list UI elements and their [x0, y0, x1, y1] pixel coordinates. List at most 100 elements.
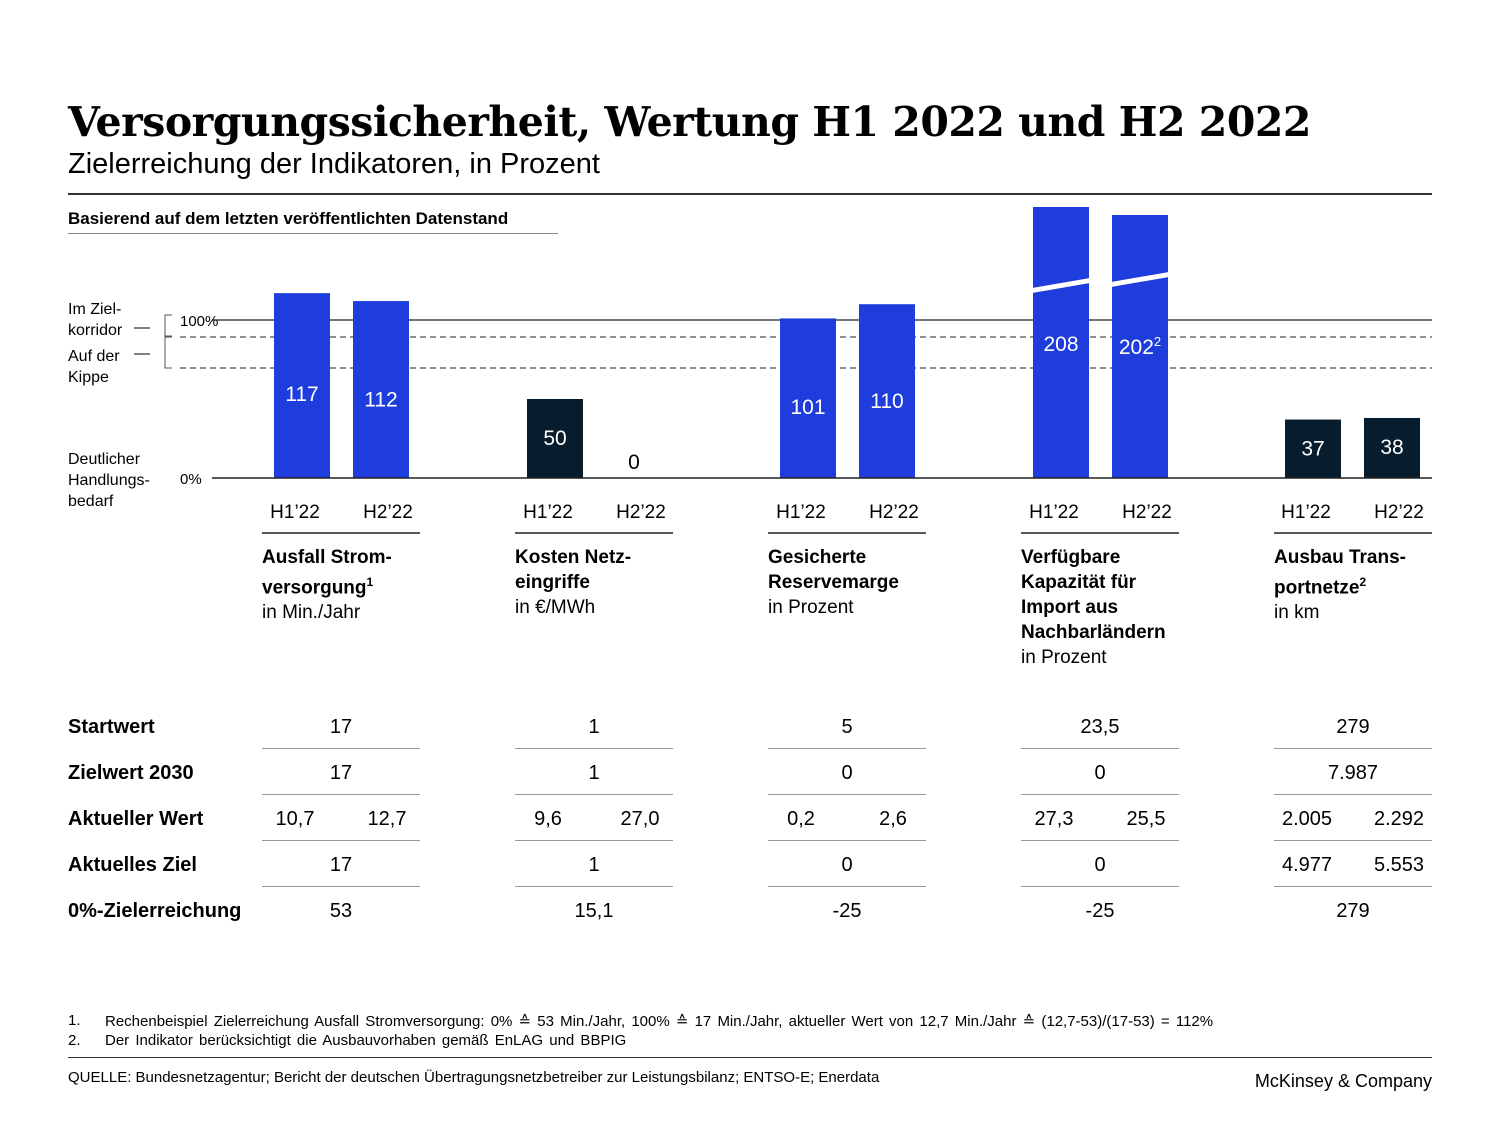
header-divider [68, 193, 1432, 195]
zone-label-line: korridor [68, 322, 123, 339]
indicator-name-line: Import aus [1021, 597, 1119, 618]
table-cell: 2,6 [879, 808, 907, 830]
table-cell: 9,6 [534, 808, 562, 830]
indicator-unit: in Prozent [768, 597, 854, 618]
indicator-heading: Verfügbare Kapazität für Import aus Nachbar… [1021, 545, 1166, 670]
table-row-divider [262, 886, 420, 887]
zone-label-line: Handlungs- [68, 472, 150, 489]
axis-break-mark [1111, 272, 1169, 287]
indicator-heading: Gesicherte Reservemarge in Prozent [768, 545, 899, 620]
indicator-name-line: Ausbau Trans- [1274, 547, 1406, 568]
indicator-name-line: Reservemarge [768, 572, 899, 593]
bar [780, 318, 836, 478]
bar-value-label: 208 [1043, 333, 1078, 356]
indicator-name-line: portnetze2 [1274, 575, 1367, 599]
table-cell: 53 [329, 900, 353, 922]
table-cell: 2.292 [1373, 808, 1425, 830]
table-row-divider [1021, 748, 1179, 749]
table-row-divider [768, 886, 926, 887]
table-row-divider [768, 840, 926, 841]
bracket-target-corridor [164, 314, 172, 337]
bar [274, 293, 330, 478]
zone-label-line: bedarf [68, 493, 114, 510]
indicator-name-line: Verfügbare [1021, 547, 1121, 568]
bar-value-label: 101 [790, 396, 825, 419]
table-row-divider [1021, 794, 1179, 795]
indicator-name-line: Nachbarländern [1021, 622, 1166, 643]
zone-markers [134, 314, 172, 369]
source-note: QUELLE: Bundesnetzagentur; Bericht der d… [68, 1069, 880, 1086]
table-cell: 10,7 [275, 808, 315, 830]
table-cell: 17 [329, 716, 353, 738]
table-row-divider [1274, 794, 1432, 795]
zone-label-line: Deutlicher [68, 451, 141, 468]
table-row-divider [262, 794, 420, 795]
y-tick-100: 100% [180, 313, 218, 330]
zone-label-line: Kippe [68, 369, 109, 386]
table-row-label: Zielwert 2030 [68, 762, 194, 784]
x-tick-label: H1’22 [1029, 502, 1079, 523]
table-row-divider [262, 840, 420, 841]
indicator-heading: Ausfall Strom-versorgung1 in Min./Jahr [262, 545, 392, 625]
table-row-divider [515, 748, 673, 749]
x-tick-label: H2’22 [616, 502, 666, 523]
bar [1285, 419, 1341, 478]
table-cell: 5.553 [1373, 854, 1425, 876]
indicator-name-line: Kapazität für [1021, 572, 1137, 593]
x-axis-labels: H1’22 H2’22 H1’22 H2’22 H1’22 H2’22 H1’22 H2’22… [270, 502, 1424, 523]
table-cell: 25,5 [1126, 808, 1166, 830]
indicator-name-line: Ausfall Strom- [262, 547, 392, 568]
bar [1112, 215, 1168, 478]
footnote-number: 1. [68, 1012, 81, 1029]
bar [859, 304, 915, 478]
table-cell: 12,7 [367, 808, 407, 830]
table-cell: 17 [329, 762, 353, 784]
table-row-divider [515, 886, 673, 887]
page-title: Versorgungssicherheit, Wertung H1 2022 u… [68, 98, 1311, 146]
bar [353, 301, 409, 478]
table-row-divider [1274, 748, 1432, 749]
bar-value-label: 37 [1301, 438, 1324, 461]
table-cell: 1 [588, 854, 600, 876]
indicator-name-line: versorgung1 [262, 575, 374, 599]
indicator-unit: in Prozent [1021, 647, 1107, 668]
bar [527, 399, 583, 478]
footnote-number: 2. [68, 1032, 81, 1049]
zone-label-line: Auf der [68, 348, 120, 365]
table-cell: 279 [1336, 716, 1370, 738]
table-cell: 4.977 [1281, 854, 1333, 876]
bar-value-label: 38 [1380, 436, 1403, 459]
table-cell: 0 [841, 854, 853, 876]
zone-label-line: Im Ziel- [68, 301, 122, 318]
x-tick-label: H2’22 [1122, 502, 1172, 523]
table-cell: 0 [1094, 854, 1106, 876]
table-cell: -25 [1085, 900, 1115, 922]
x-tick-label: H2’22 [869, 502, 919, 523]
basis-note: Basierend auf dem letzten veröffentlicht… [68, 209, 509, 228]
footnote-text: Rechenbeispiel Zielerreichung Ausfall St… [105, 1013, 1214, 1030]
indicator-name-line: Kosten Netz- [515, 547, 632, 568]
table-row-label: Aktuelles Ziel [68, 854, 197, 876]
indicator-unit: in Min./Jahr [262, 602, 361, 624]
footnote-1: 1. Rechenbeispiel Zielerreichung Ausfall… [68, 1012, 1213, 1030]
bar-value-label: 117 [285, 383, 318, 406]
table-cell: 2.005 [1281, 808, 1333, 830]
table-row-divider [768, 794, 926, 795]
x-tick-label: H1’22 [776, 502, 826, 523]
table-row-label: Aktueller Wert [68, 808, 204, 830]
page-subtitle: Zielerreichung der Indikatoren, in Proze… [68, 148, 600, 180]
bracket-at-risk [164, 336, 172, 369]
table-row-divider [768, 748, 926, 749]
axis-break-mark [1032, 278, 1090, 293]
table-cell: 27,3 [1034, 808, 1074, 830]
x-tick-label: H1’22 [523, 502, 573, 523]
indicator-footnote-mark: 1 [366, 575, 374, 589]
indicator-heading: Ausbau Trans-portnetze2 in km [1274, 545, 1406, 625]
zone-label-at-risk: Auf der Kippe [68, 346, 120, 388]
bar [1033, 207, 1089, 478]
table-row-divider [515, 840, 673, 841]
table-row-divider [1274, 840, 1432, 841]
x-tick-label: H2’22 [363, 502, 413, 523]
y-tick-0: 0% [180, 471, 202, 488]
